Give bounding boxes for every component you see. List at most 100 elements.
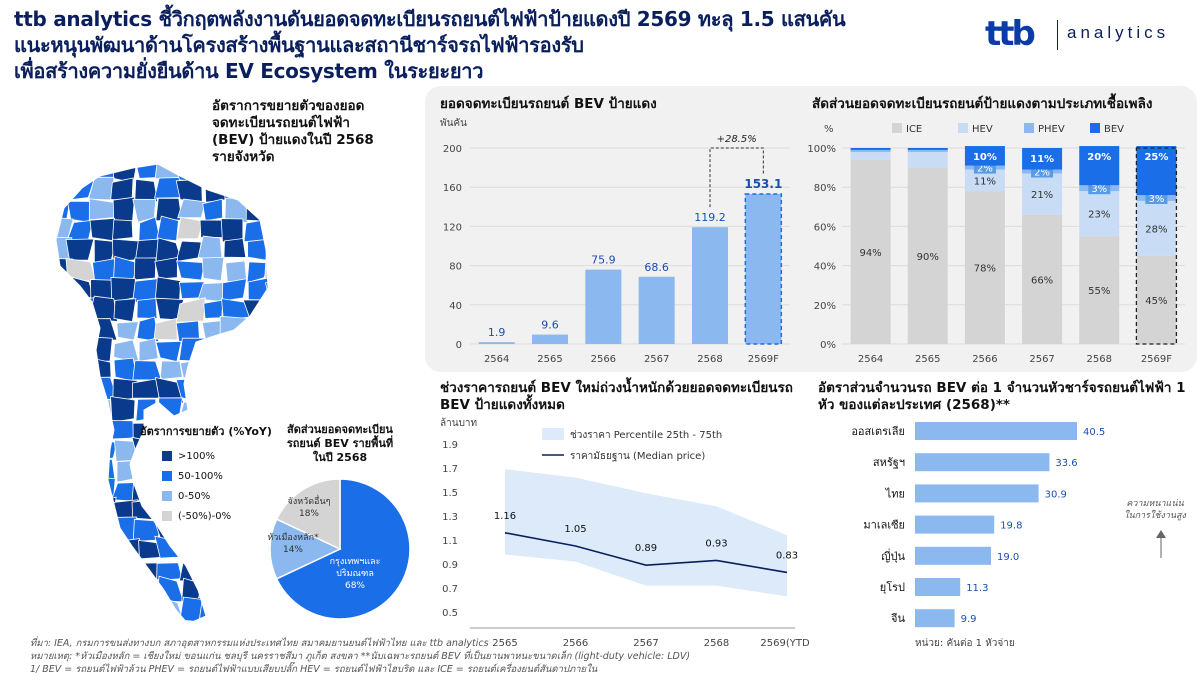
- province-cell: [201, 164, 225, 179]
- province-cell: [269, 377, 278, 401]
- province-cell: [91, 539, 112, 564]
- pie-slice-value: 14%: [283, 545, 303, 555]
- growth-bracket: [709, 147, 764, 208]
- map-legend-item: (-50%)-0%: [162, 510, 272, 522]
- province-cell: [65, 238, 95, 261]
- x-tick-label: 2565: [537, 354, 562, 365]
- province-cell: [156, 215, 179, 242]
- stacked-segment: [1022, 214, 1063, 344]
- stacked-segment: [1022, 148, 1063, 170]
- legend-swatch: [1024, 123, 1034, 133]
- province-cell: [116, 620, 137, 624]
- pie-slice: [269, 518, 342, 580]
- bar-value-label: 1.9: [488, 326, 506, 339]
- fuel-share-title: สัดส่วนยอดจดทะเบียนรถยนต์ป้ายแดงตามประเภ…: [812, 96, 1153, 112]
- province-cell: [56, 499, 71, 521]
- province-cell: [242, 336, 268, 359]
- map-legend-item: >100%: [162, 450, 272, 462]
- ttb-analytics-logo: ttb analytics: [985, 14, 1190, 54]
- province-cell: [269, 179, 278, 203]
- ratio-value-label: 30.9: [1045, 489, 1067, 500]
- x-tick-label: 2566: [563, 638, 588, 649]
- y-tick-label: 1.9: [442, 440, 458, 451]
- province-cell: [68, 401, 96, 420]
- province-cell: [56, 178, 74, 202]
- pie-slice-label: ปริมณฑล: [336, 568, 374, 579]
- province-cell: [202, 198, 223, 222]
- province-cell: [56, 337, 70, 363]
- bar2-ylabel: %: [824, 124, 834, 135]
- density-arrow-head: [1156, 530, 1166, 538]
- province-cell: [89, 217, 116, 242]
- x-tick-label: 2567: [644, 354, 669, 365]
- stacked-segment: [1079, 191, 1120, 237]
- thailand-province-map: [55, 163, 278, 625]
- segment-label: 3%: [1148, 194, 1164, 205]
- province-cell: [269, 317, 278, 340]
- province-cell: [66, 476, 96, 502]
- logo-ttb-mark: ttb: [985, 14, 1036, 54]
- segment-label: 21%: [1031, 190, 1053, 201]
- bar-value-label: 68.6: [644, 261, 669, 274]
- province-cell: [198, 398, 224, 423]
- x-tick-label: 2569F: [748, 354, 779, 365]
- province-cell: [220, 396, 249, 424]
- segment-label: 20%: [1087, 152, 1111, 163]
- pie-slice: [275, 478, 411, 620]
- province-cell: [177, 198, 207, 219]
- province-cell: [243, 378, 267, 401]
- province-cell: [133, 257, 157, 281]
- segment-label: 66%: [1031, 275, 1053, 286]
- province-cell: [246, 261, 268, 284]
- province-cell: [222, 538, 249, 563]
- province-cell: [265, 357, 268, 379]
- stacked-segment: [964, 191, 1005, 344]
- legend-label: ICE: [906, 124, 922, 135]
- segment-label: 11%: [1030, 154, 1054, 165]
- province-cell: [56, 417, 72, 441]
- segment-label: 90%: [917, 252, 939, 263]
- density-note: ในการใช้งานสูง: [1124, 509, 1186, 521]
- bev-price-line-chart: ล้านบาท 0.5 0.7 0.9 1.1 1.3 1.5 1.7 1.9 1.16 2565 1…: [440, 417, 810, 649]
- country-label: ออสเตรเลีย: [851, 425, 905, 438]
- bar1-ylabel: พันคัน: [440, 118, 467, 129]
- province-cell: [247, 321, 268, 342]
- x-tick-label: 2564: [858, 354, 883, 365]
- province-cell: [266, 196, 268, 222]
- percentile-band: [505, 469, 787, 597]
- stacked-segment: [1136, 200, 1177, 256]
- median-value-label: 0.89: [635, 543, 657, 554]
- province-cell: [197, 339, 223, 361]
- stacked-segment: [1079, 146, 1120, 186]
- province-cell: [154, 535, 184, 559]
- country-label: ญี่ปุ่น: [881, 548, 905, 563]
- province-cell: [56, 518, 73, 542]
- bev-bar: [585, 269, 622, 344]
- y-tick-label: 0.7: [442, 584, 458, 595]
- province-cell: [68, 500, 96, 523]
- footnote-source: ที่มา: IEA, กรมการขนส่งทางบก สภาอุตสาหกร…: [30, 638, 489, 649]
- pie-slice-label: กรุงเทพฯและ: [330, 557, 381, 567]
- bev-bar: [744, 193, 783, 345]
- province-cell: [56, 361, 74, 384]
- province-cell: [159, 360, 183, 380]
- footnote-remark: หมายเหตุ: *หัวเมืองหลัก = เชียงใหม่ ขอนแ…: [30, 651, 691, 662]
- province-cell: [67, 539, 96, 561]
- province-cell: [219, 315, 250, 339]
- segment-label: 2%: [977, 164, 993, 175]
- segment-label: 3%: [1091, 184, 1107, 195]
- province-cell: [223, 238, 247, 258]
- line-ylabel: ล้านบาท: [440, 417, 477, 429]
- province-cell: [245, 397, 268, 421]
- province-cell: [56, 298, 72, 320]
- title-line-3: เพื่อสร้างความยั่งยืนด้าน EV Ecosystem ใ…: [14, 59, 484, 83]
- pie-slice-value: 18%: [299, 509, 319, 519]
- charger-ratio-title: อัตราส่วนจำนวนรถ BEV ต่อ 1 จำนวนหัวชาร์จ…: [818, 380, 1186, 413]
- province-cell: [56, 477, 69, 503]
- province-cell: [56, 578, 71, 601]
- y-tick-label: 1.5: [442, 488, 458, 499]
- logo-divider: [1057, 20, 1058, 50]
- stacked-segment: [964, 169, 1005, 192]
- province-cell: [56, 456, 74, 481]
